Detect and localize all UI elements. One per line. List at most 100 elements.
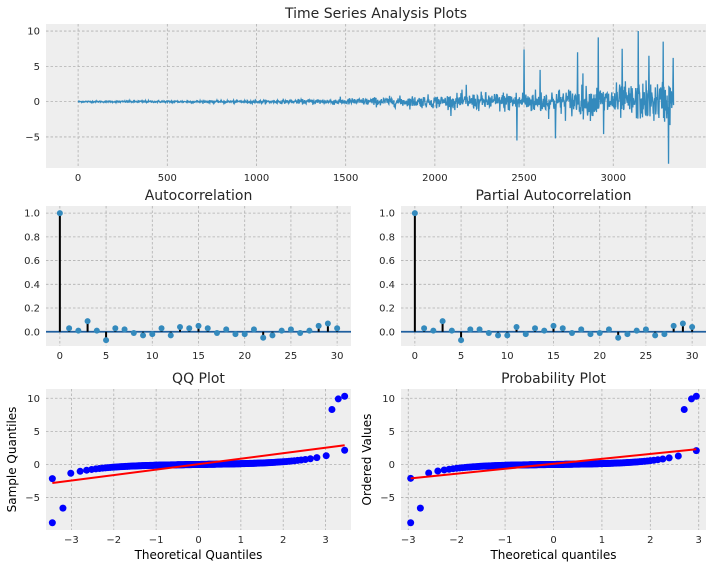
y-tick-label: 0 (389, 460, 395, 471)
stem-marker (297, 329, 304, 336)
stem-marker (476, 326, 483, 333)
qq-point (306, 455, 314, 463)
qq-point (59, 504, 67, 512)
x-tick-label: −3 (401, 535, 416, 546)
y-tick-label: 0 (34, 460, 40, 471)
x-tick-label: 1 (238, 535, 244, 546)
y-tick-label: 0 (34, 97, 40, 108)
stem-marker (550, 322, 557, 329)
qq-point (407, 519, 415, 527)
stem-marker (559, 325, 566, 332)
stem-marker (241, 331, 248, 338)
stem-marker (278, 327, 285, 334)
x-tick-label: −3 (64, 535, 79, 546)
y-tick-label: 5 (34, 62, 40, 73)
stem-marker (66, 325, 73, 332)
x-tick-label: 10 (501, 351, 514, 362)
stem-marker (421, 325, 428, 332)
x-tick-label: 15 (192, 351, 205, 362)
series-line (77, 31, 675, 164)
x-tick-label: 0 (57, 351, 63, 362)
stem-marker (689, 324, 696, 331)
y-tick-label: 0.6 (379, 256, 395, 267)
x-axis-label: Theoretical Quantiles (134, 548, 263, 562)
y-tick-label: 0.4 (24, 280, 40, 291)
x-axis-label: Theoretical quantiles (489, 548, 616, 562)
stem-marker (661, 331, 668, 338)
panel-title: Time Series Analysis Plots (284, 6, 467, 22)
y-tick-label: 1.0 (24, 209, 40, 220)
qq-point (322, 452, 330, 460)
qq-point (692, 447, 700, 455)
x-tick-label: 2000 (422, 173, 447, 184)
y-tick-label: −5 (25, 493, 40, 504)
stem-marker (103, 337, 110, 344)
qq-point (48, 475, 56, 483)
x-tick-label: −1 (149, 535, 164, 546)
x-tick-label: 20 (593, 351, 606, 362)
stem-marker (195, 322, 202, 329)
probability-panel: −3 −2 −1 0 1 2 3 −5 0 5 10 Probability Plot Theoreti… (360, 371, 706, 562)
stem-marker (522, 331, 529, 338)
x-tick-label: −1 (498, 535, 513, 546)
stem-marker (186, 325, 193, 332)
stem-marker (269, 332, 276, 339)
x-tick-label: 10 (146, 351, 159, 362)
qq-point (67, 469, 75, 477)
x-tick-label: 5 (103, 351, 109, 362)
stem-marker (334, 325, 341, 332)
y-tick-label: −5 (25, 132, 40, 143)
y-axis-label: Ordered Values (360, 414, 374, 506)
stem-marker (439, 318, 446, 325)
x-tick-label: −2 (449, 535, 464, 546)
panel-title: Autocorrelation (145, 188, 253, 204)
stem-marker (568, 329, 575, 336)
stem-marker (149, 331, 156, 338)
stem-marker (587, 331, 594, 338)
qq-point (665, 454, 673, 462)
stem-marker (306, 327, 313, 334)
pacf-panel: 0 5 10 15 20 25 30 0.0 0.2 0.4 0.6 0.8 1.0 Partial Au… (379, 188, 706, 362)
stem-marker (315, 322, 322, 329)
qq-point (416, 504, 424, 512)
stem-marker (130, 329, 137, 336)
acf-panel: 0 5 10 15 20 25 30 0.0 0.2 0.4 0.6 0.8 1.0 Autocorrel… (24, 188, 351, 362)
qq-point (425, 469, 433, 477)
x-tick-label: 20 (238, 351, 251, 362)
x-tick-label: −2 (106, 535, 121, 546)
qq-point (76, 467, 84, 475)
x-tick-label: 5 (458, 351, 464, 362)
y-tick-label: 5 (34, 427, 40, 438)
qq-point (434, 467, 442, 475)
stem-marker (121, 326, 128, 333)
y-tick-label: 10 (382, 394, 395, 405)
stem-marker (93, 327, 100, 334)
stem-marker (633, 327, 640, 334)
x-tick-label: 3000 (601, 173, 626, 184)
panel-title: QQ Plot (172, 371, 225, 387)
y-tick-label: −5 (380, 493, 395, 504)
y-tick-label: 10 (27, 394, 40, 405)
stem-marker (430, 327, 437, 334)
y-tick-label: 10 (27, 27, 40, 38)
qq-panel: −3 −2 −1 0 1 2 3 −5 0 5 10 QQ Plot Theoretical Quant… (5, 371, 351, 562)
qq-point (313, 454, 321, 462)
stem-marker (232, 331, 239, 338)
stem-marker (260, 334, 267, 341)
y-axis-label: Sample Quantiles (5, 407, 19, 513)
x-tick-label: 0 (75, 173, 81, 184)
stem-marker (504, 332, 511, 339)
stem-marker (624, 331, 631, 338)
stem-marker (532, 325, 539, 332)
stem-marker (223, 326, 230, 333)
stem-marker (287, 326, 294, 333)
stem-marker (177, 324, 184, 331)
stem-marker (167, 332, 174, 339)
stem-marker (411, 210, 418, 217)
y-tick-label: 0.8 (24, 232, 40, 243)
stem-marker (75, 327, 82, 334)
x-tick-label: 2 (280, 535, 286, 546)
stem-marker (140, 332, 147, 339)
stem-marker (112, 325, 119, 332)
